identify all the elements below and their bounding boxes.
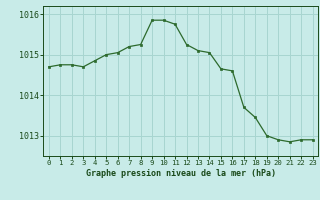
X-axis label: Graphe pression niveau de la mer (hPa): Graphe pression niveau de la mer (hPa) <box>86 169 276 178</box>
